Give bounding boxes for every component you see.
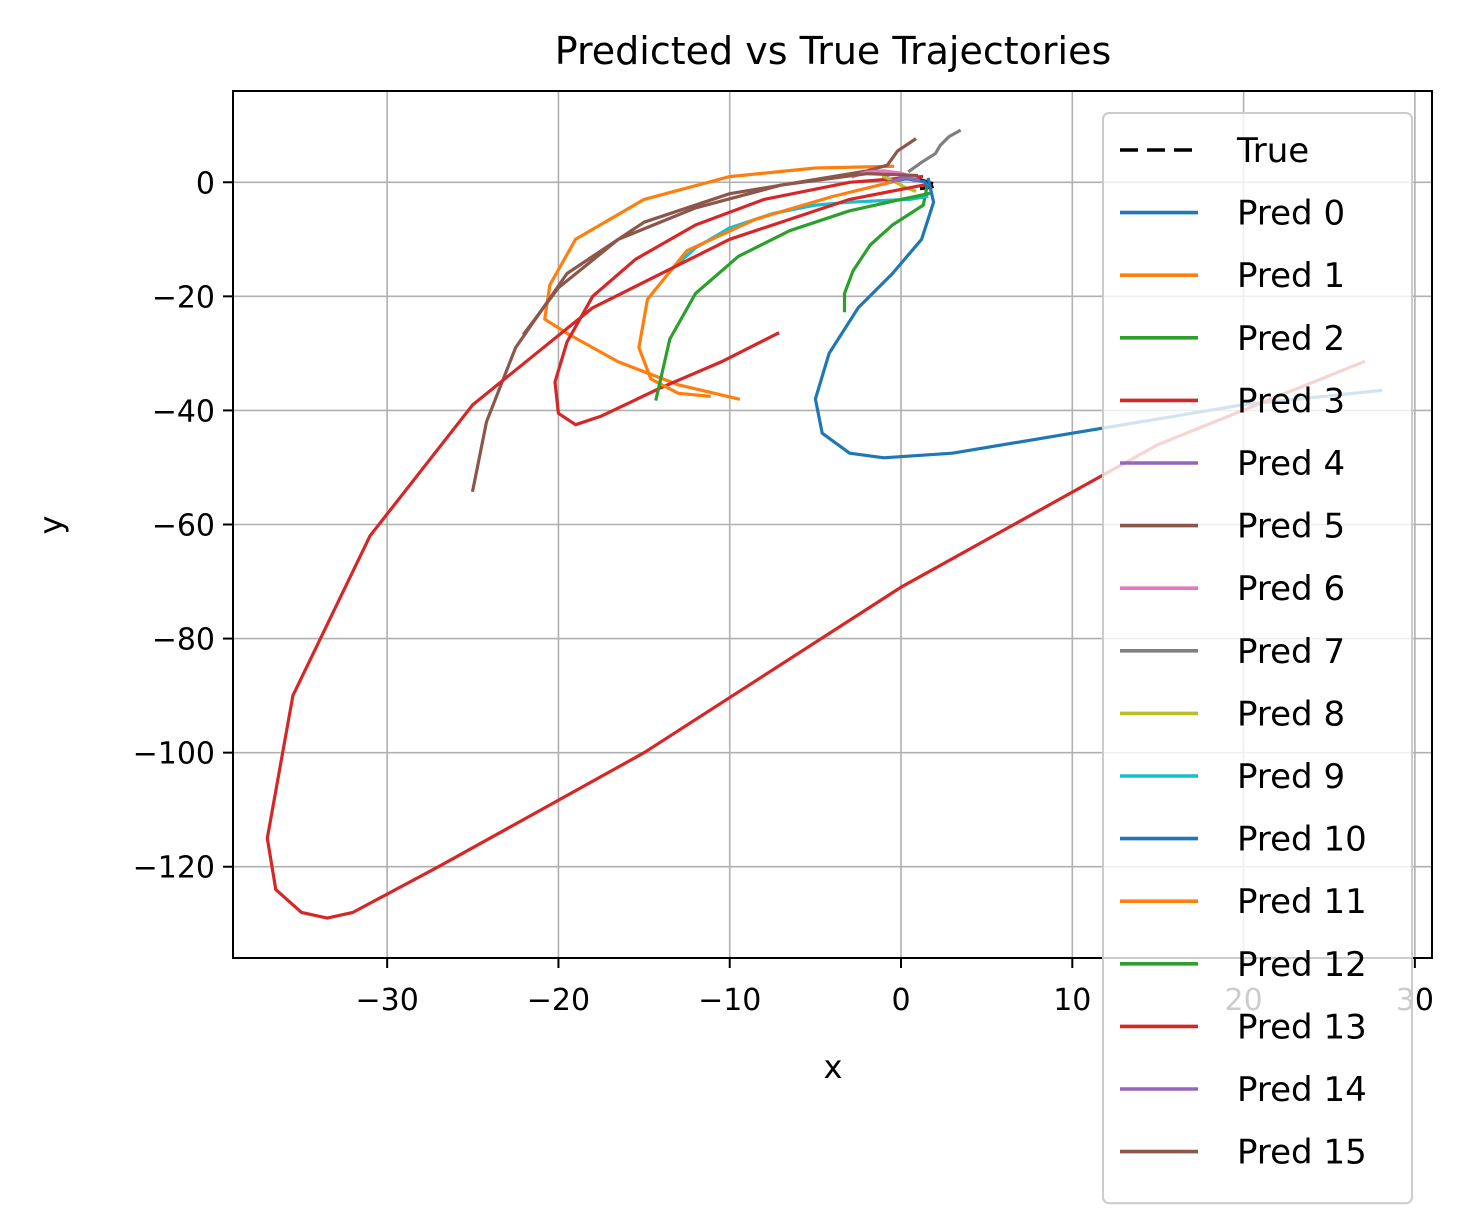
x-tick-label: −10	[698, 983, 761, 1018]
series-line-12	[637, 179, 898, 398]
legend-label: Pred 1	[1237, 256, 1345, 296]
y-tick-label: −80	[152, 623, 215, 658]
legend-label: Pred 0	[1237, 194, 1345, 234]
legend-label: Pred 7	[1237, 632, 1345, 672]
y-tick-label: −120	[133, 851, 215, 886]
legend-label: Pred 13	[1237, 1007, 1367, 1047]
legend-label: Pred 12	[1237, 945, 1367, 985]
legend-label: Pred 10	[1237, 820, 1367, 860]
y-tick-label: 0	[196, 166, 215, 201]
legend-label: Pred 4	[1237, 444, 1345, 484]
series-line-1	[813, 177, 1383, 460]
y-tick-label: −100	[133, 737, 215, 772]
series-layer	[265, 128, 1383, 920]
legend-label: Pred 3	[1237, 381, 1345, 421]
y-tick-label: −40	[152, 394, 215, 429]
series-line-4	[553, 174, 924, 427]
x-tick-label: 0	[891, 983, 910, 1018]
series-line-8	[907, 128, 962, 174]
series-line-9	[881, 174, 917, 193]
series-line-3	[842, 186, 929, 313]
series-line-14	[265, 183, 1366, 920]
series-line-6	[470, 137, 917, 493]
y-axis-label: y	[32, 516, 70, 535]
legend-label: Pred 14	[1237, 1070, 1367, 1110]
y-tick-label: −20	[152, 280, 215, 315]
legend-label: Pred 6	[1237, 569, 1345, 609]
legend-label: Pred 9	[1237, 757, 1345, 797]
legend-label: Pred 8	[1237, 694, 1345, 734]
legend-label: Pred 11	[1237, 882, 1367, 922]
x-tick-label: 10	[1053, 983, 1091, 1018]
y-tick-label: −60	[152, 509, 215, 544]
series-line-13	[654, 191, 931, 401]
x-axis-label: x	[824, 1048, 843, 1086]
series-line-2	[543, 164, 895, 401]
series-line-15	[890, 176, 920, 184]
legend-label: True	[1236, 131, 1309, 171]
legend-label: Pred 2	[1237, 319, 1345, 359]
legend-label: Pred 5	[1237, 507, 1345, 547]
legend-box	[1102, 112, 1413, 1205]
x-tick-label: −20	[527, 983, 590, 1018]
chart-title: Predicted vs True Trajectories	[555, 29, 1112, 73]
series-line-16	[521, 172, 919, 336]
y-axis: 0 −20 −40 −60 −80 −100 −120	[133, 166, 233, 886]
legend: True Pred 0 Pred 1 Pred 2 Pred 3 Pred 4 Pred 5…	[1102, 112, 1413, 1205]
legend-label: Pred 15	[1237, 1133, 1367, 1173]
x-tick-label: −30	[356, 983, 419, 1018]
